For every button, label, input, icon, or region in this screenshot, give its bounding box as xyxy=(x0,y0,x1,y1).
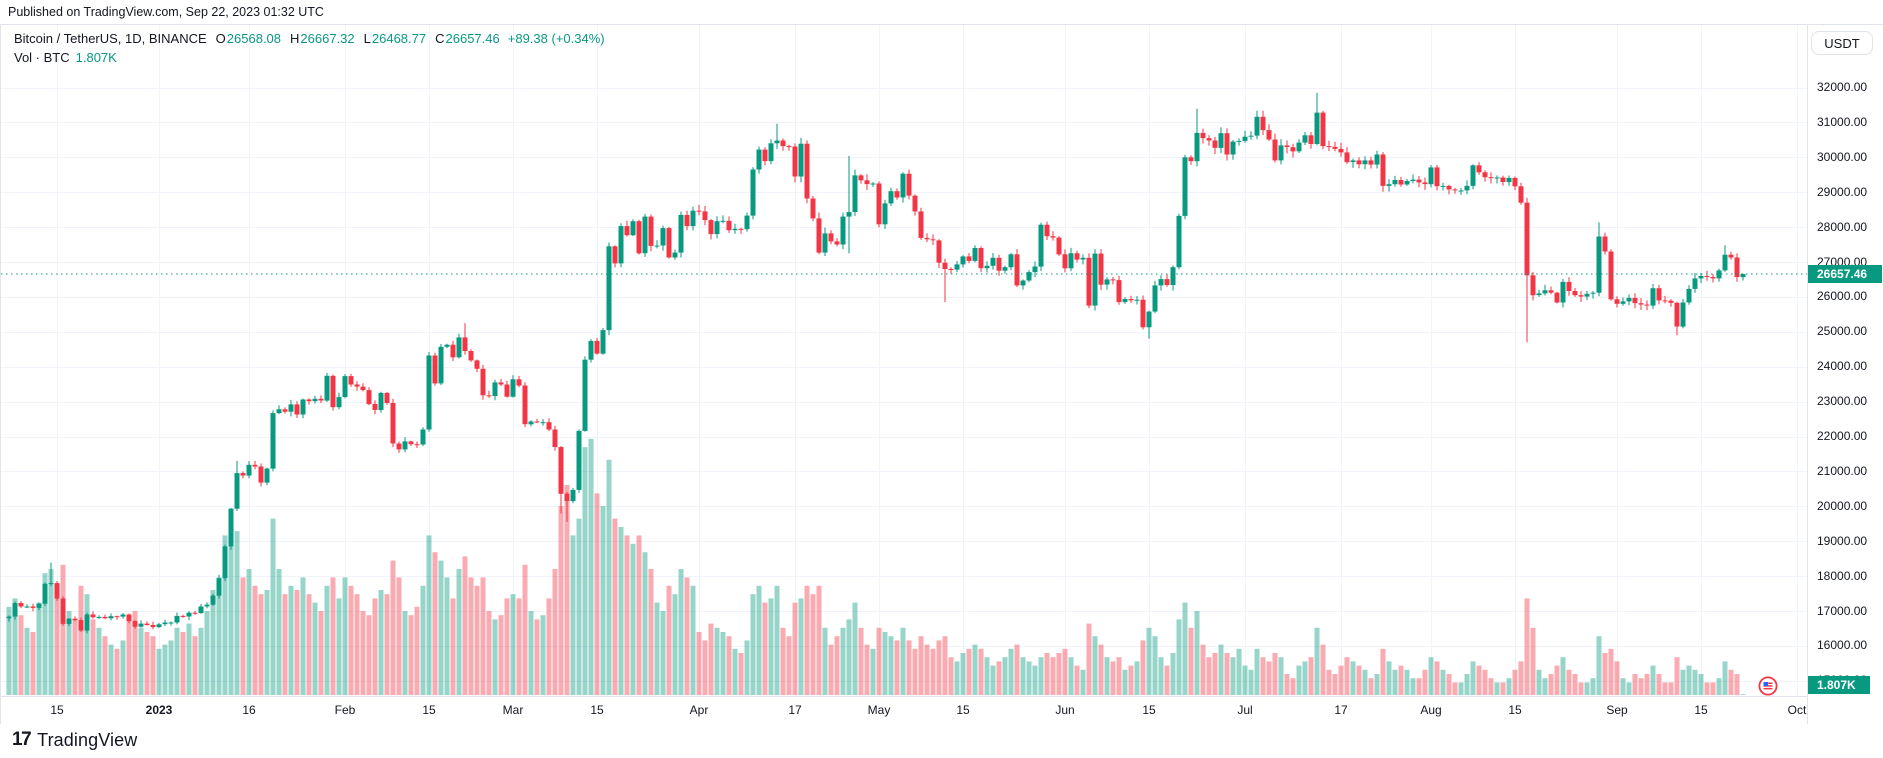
last-price-badge: 26657.46 xyxy=(1808,265,1882,283)
tradingview-logo-text: TradingView xyxy=(37,729,138,750)
price-tick-label: 29000.00 xyxy=(1817,184,1868,199)
volume-label: Vol · BTC xyxy=(14,50,70,65)
symbol-title: Bitcoin / TetherUS, 1D, BINANCE xyxy=(14,31,207,46)
time-axis[interactable]: 15 2023 16 Feb 15 Mar 15 Apr 17 May 15 Jun 15 Jul 17 Au… xyxy=(1,696,1807,725)
time-tick-label: 15 xyxy=(1694,703,1708,717)
volume-value: 1.807K xyxy=(75,50,117,65)
time-tick-label: Jun xyxy=(1055,703,1075,717)
time-tick-label: Aug xyxy=(1420,703,1442,717)
time-tick-label: 16 xyxy=(242,703,256,717)
chart-widget: Bitcoin / TetherUS, 1D, BINANCE O26568.08… xyxy=(0,25,1883,725)
volume-bars xyxy=(6,438,1746,695)
time-tick-label: Mar xyxy=(502,703,524,717)
gridlines xyxy=(1,25,1807,696)
ohlc-letter: C xyxy=(435,31,445,46)
price-tick-label: 19000.00 xyxy=(1817,533,1868,548)
time-tick-label: 15 xyxy=(956,703,970,717)
time-tick-label: 15 xyxy=(590,703,604,717)
time-tick-label: May xyxy=(867,703,891,717)
time-tick-label: Apr xyxy=(689,703,709,717)
price-tick-label: 20000.00 xyxy=(1817,498,1868,513)
candles xyxy=(6,92,1746,634)
price-tick-label: 25000.00 xyxy=(1817,324,1868,339)
economic-event-icon[interactable] xyxy=(1758,676,1778,696)
time-tick-label: 15 xyxy=(50,703,64,717)
price-tick-label: 17000.00 xyxy=(1817,603,1868,618)
time-tick-label: Jul xyxy=(1237,703,1253,717)
ohlc-value: 26468.77 xyxy=(371,31,427,46)
published-caption: Published on TradingView.com, Sep 22, 20… xyxy=(0,0,1883,25)
change-value: +89.38 (+0.34%) xyxy=(507,31,605,46)
ohlc-letter: O xyxy=(215,31,226,46)
tradingview-logo[interactable]: 17 TradingView xyxy=(12,729,137,751)
ohlc-value: 26568.08 xyxy=(226,31,282,46)
price-tick-label: 23000.00 xyxy=(1817,394,1868,409)
price-tick-label: 32000.00 xyxy=(1817,80,1868,94)
time-tick-label: Oct xyxy=(1787,703,1807,717)
price-tick-label: 26000.00 xyxy=(1817,289,1868,304)
ohlc-values: O26568.08 H26667.32 L26468.77 C26657.46 xyxy=(207,31,500,46)
last-volume-badge: 1.807K xyxy=(1808,676,1870,694)
time-tick-label: 17 xyxy=(788,703,802,717)
price-tick-label: 18000.00 xyxy=(1817,568,1868,583)
price-tick-label: 28000.00 xyxy=(1817,219,1868,234)
price-tick-label: 21000.00 xyxy=(1817,463,1868,478)
ohlc-letter: L xyxy=(363,31,371,46)
ohlc-value: 26667.32 xyxy=(300,31,355,46)
ohlc-value: 26657.46 xyxy=(445,31,500,46)
currency-toggle-button[interactable]: USDT xyxy=(1811,31,1873,55)
time-tick-label: 15 xyxy=(422,703,436,717)
price-chart-svg[interactable] xyxy=(1,25,1807,696)
time-tick-label: Feb xyxy=(334,703,356,717)
time-tick-label: 17 xyxy=(1334,703,1348,717)
price-axis[interactable]: 15000.0016000.0017000.0018000.0019000.00… xyxy=(1807,25,1883,724)
volume-legend: Vol · BTC 1.807K xyxy=(14,50,117,65)
tradingview-logo-icon: 17 xyxy=(12,729,32,750)
price-tick-label: 30000.00 xyxy=(1817,149,1868,164)
ohlc-letter: H xyxy=(290,31,300,46)
chart-plot-area[interactable]: Bitcoin / TetherUS, 1D, BINANCE O26568.08… xyxy=(1,25,1807,696)
time-tick-label: 2023 xyxy=(145,703,173,717)
price-tick-label: 24000.00 xyxy=(1817,359,1868,374)
time-tick-label: 15 xyxy=(1142,703,1156,717)
chart-legend: Bitcoin / TetherUS, 1D, BINANCE O26568.08… xyxy=(14,31,605,46)
price-tick-label: 16000.00 xyxy=(1817,638,1868,653)
time-tick-label: 15 xyxy=(1508,703,1522,717)
price-tick-label: 31000.00 xyxy=(1817,114,1868,129)
time-tick-label: Sep xyxy=(1606,703,1628,717)
footer-bar: 17 TradingView xyxy=(0,724,1883,758)
price-tick-label: 22000.00 xyxy=(1817,429,1868,443)
